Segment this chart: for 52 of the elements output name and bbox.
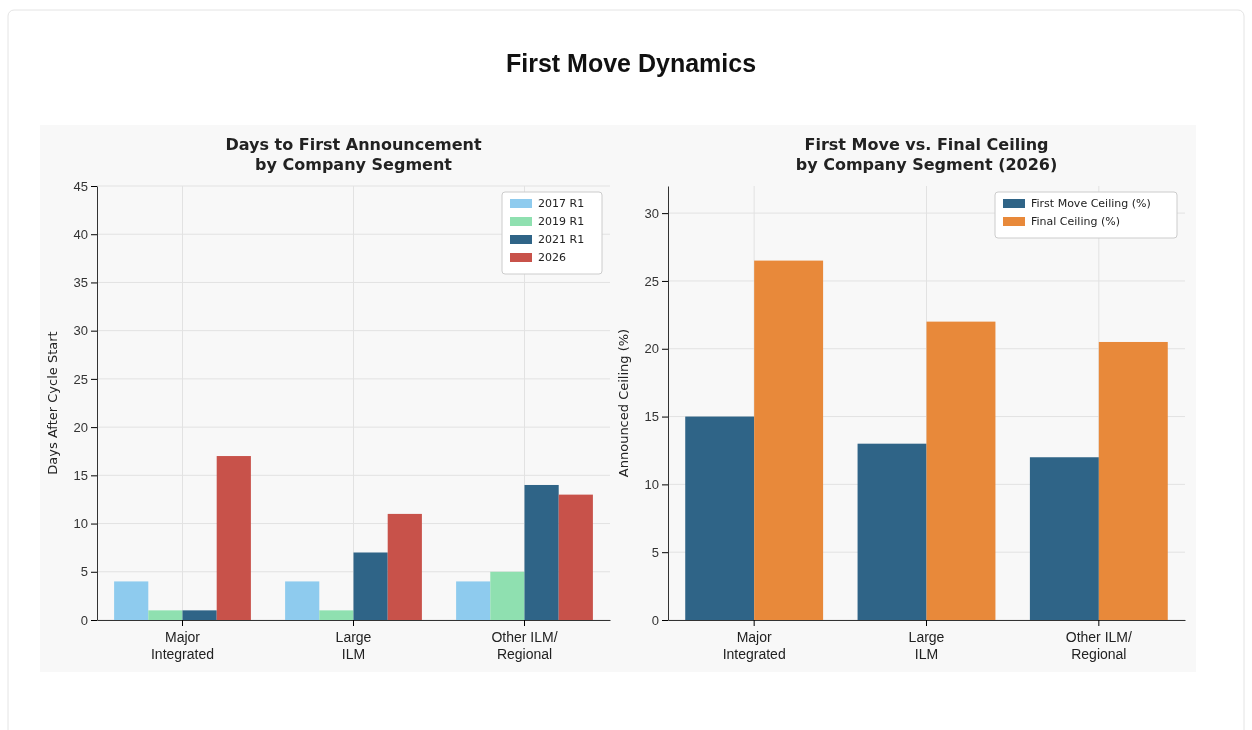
y-tick-label: 15 xyxy=(644,409,659,425)
x-tick-label: Large ILM xyxy=(335,629,372,662)
bar xyxy=(216,456,251,620)
legend-label: 2017 R1 xyxy=(538,197,585,210)
bar xyxy=(754,260,824,620)
y-tick-label: 20 xyxy=(644,341,659,357)
y-tick-label: 10 xyxy=(644,477,659,493)
y-axis-title: Days After Cycle Start xyxy=(45,331,60,475)
bar xyxy=(857,443,927,620)
y-tick-label: 35 xyxy=(73,275,88,291)
y-tick-label: 5 xyxy=(80,564,88,580)
bar xyxy=(182,610,217,620)
bar xyxy=(387,513,422,620)
bar xyxy=(1029,457,1099,620)
y-tick-label: 30 xyxy=(644,205,659,221)
y-tick-label: 40 xyxy=(73,226,88,242)
x-tick-label: Large ILM xyxy=(908,629,945,662)
bar xyxy=(353,552,388,620)
legend-label: First Move Ceiling (%) xyxy=(1031,197,1151,210)
y-tick-label: 15 xyxy=(73,467,88,483)
y-axis-title: Announced Ceiling (%) xyxy=(616,328,631,478)
bar xyxy=(685,416,755,620)
bar xyxy=(148,610,183,620)
legend-label: Final Ceiling (%) xyxy=(1031,215,1120,228)
y-tick-label: 20 xyxy=(73,419,88,435)
bar xyxy=(319,610,354,620)
y-tick-label: 25 xyxy=(644,273,659,289)
bar xyxy=(114,581,149,620)
bar xyxy=(285,581,320,620)
y-tick-label: 0 xyxy=(80,612,88,628)
x-tick-label: Major Integrated xyxy=(722,629,786,662)
y-tick-label: 30 xyxy=(73,323,88,339)
bar xyxy=(1098,341,1168,620)
bar xyxy=(524,484,559,620)
bar xyxy=(490,571,525,620)
y-tick-label: 10 xyxy=(73,516,88,532)
bar xyxy=(456,581,491,620)
y-tick-label: 45 xyxy=(73,178,88,194)
text: First Move Dynamics xyxy=(505,49,757,77)
x-tick-label: Major Integrated xyxy=(150,629,215,662)
legend-label: 2021 R1 xyxy=(538,233,585,246)
chart-title: First Move vs. Final Ceiling by Company Segment (2026) xyxy=(795,135,1058,174)
bar xyxy=(558,494,593,620)
bar xyxy=(926,321,996,620)
y-tick-label: 0 xyxy=(651,612,659,628)
y-tick-label: 25 xyxy=(73,371,88,387)
y-tick-label: 5 xyxy=(651,544,659,560)
chart-title: Days to First Announcement by Company Segment xyxy=(225,135,482,174)
x-tick-label: Other ILM/ Regional xyxy=(491,629,558,662)
legend-label: 2019 R1 xyxy=(538,215,585,228)
x-tick-label: Other ILM/ Regional xyxy=(1065,629,1132,662)
legend-label: 2026 xyxy=(538,251,566,264)
